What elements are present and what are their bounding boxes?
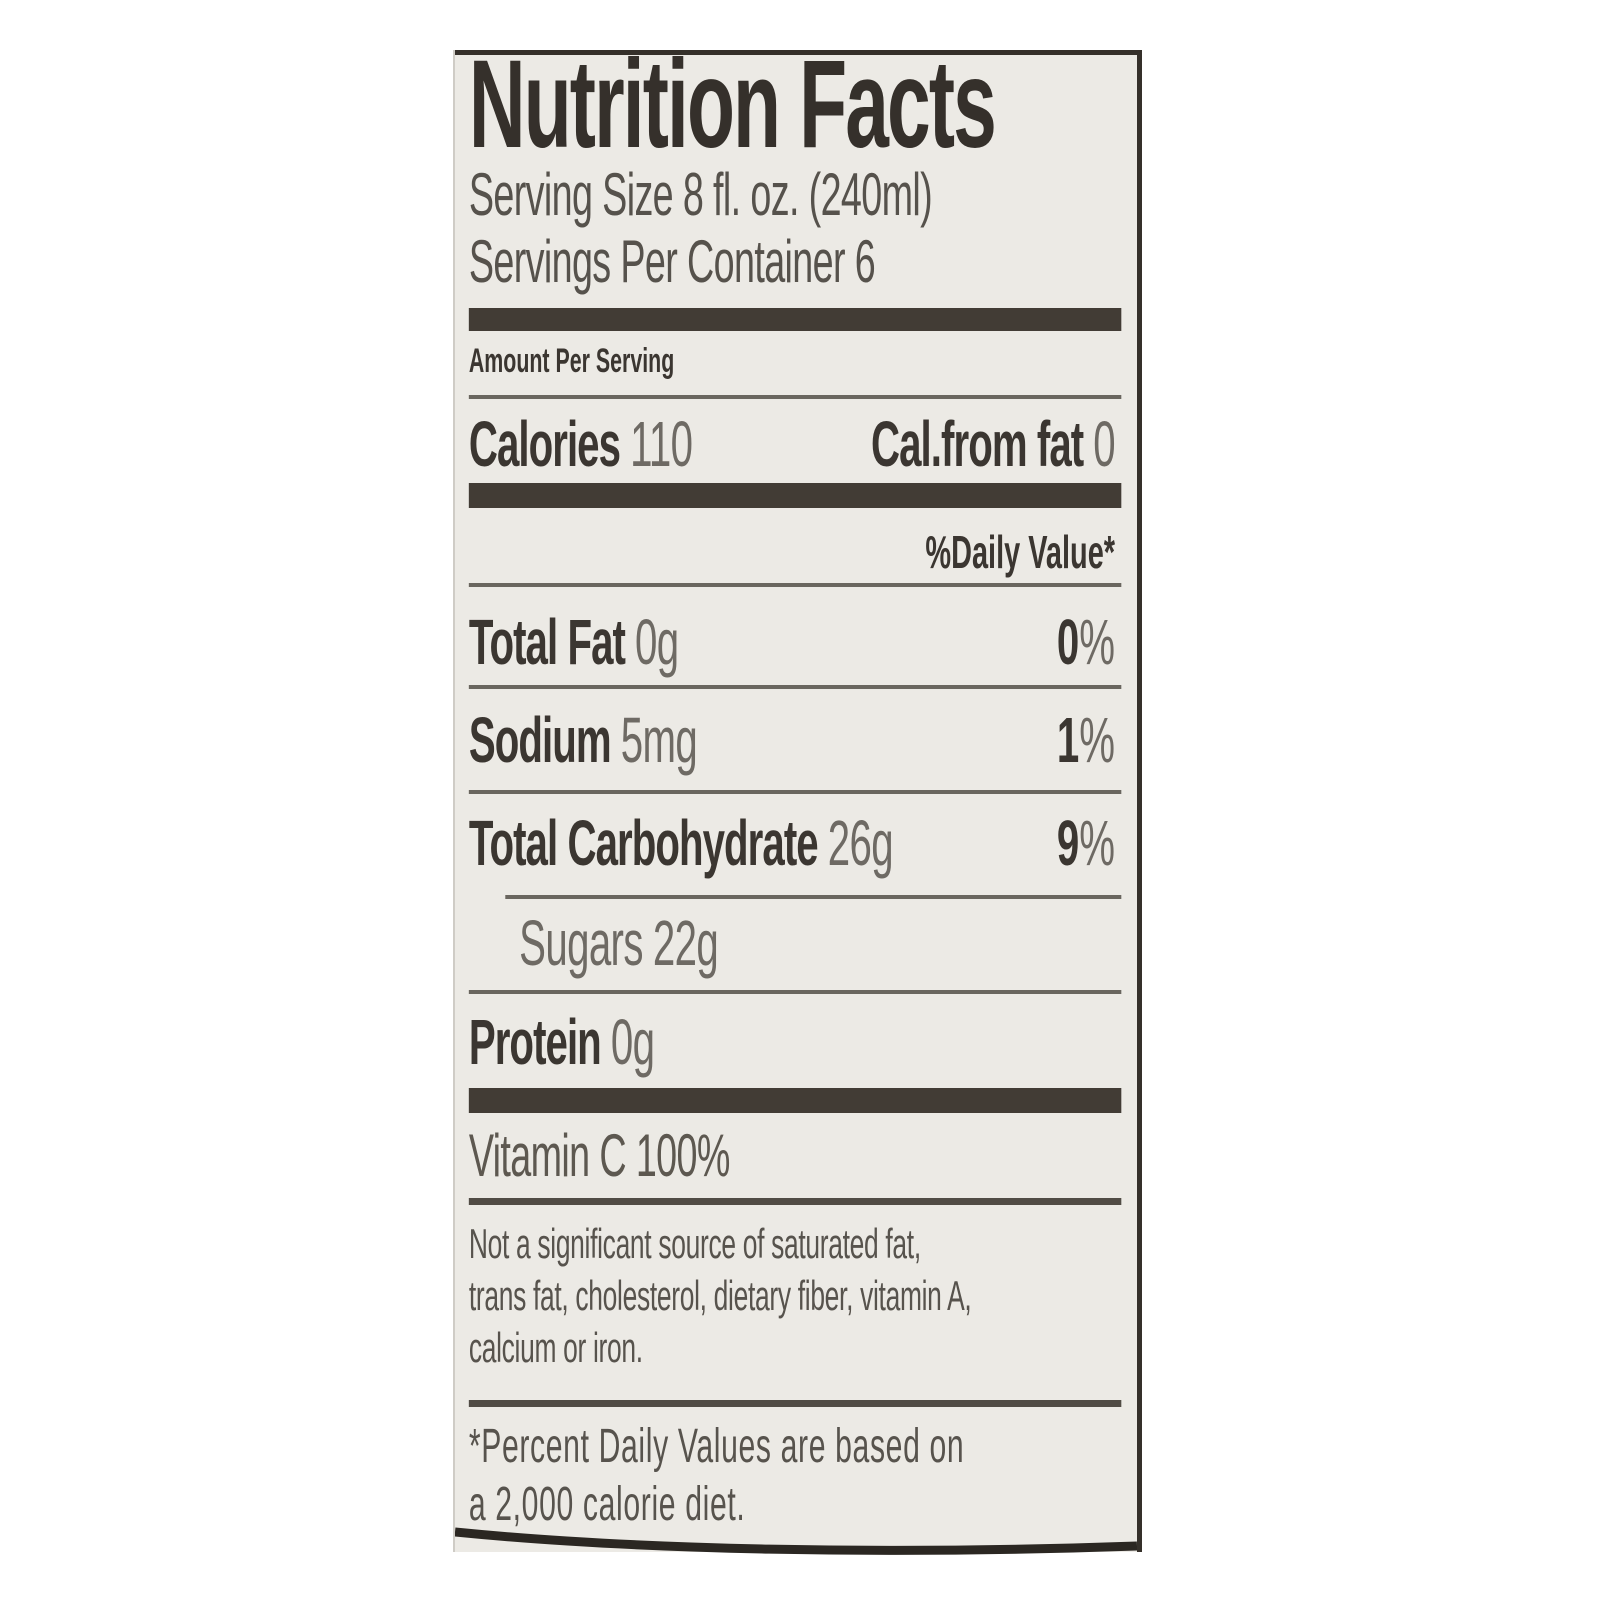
nutrient-dv-number: 1 [1056,704,1080,776]
servings-per-container-line: Servings Per Container 6 [468,228,876,295]
label-title: Nutrition Facts [468,35,997,174]
daily-value-header: %Daily Value* [925,526,1116,578]
nutrient-name: Sugars [519,907,643,979]
rule-below-daily-value-header [468,583,1122,587]
nutrient-dv-percent-sign: % [1079,606,1116,678]
note-line: trans fat, cholesterol, dietary fiber, v… [468,1272,972,1319]
serving-size-line: Serving Size 8 fl. oz. (240ml) [468,161,933,228]
nutrient-dv-percent-sign: % [1079,807,1116,879]
rule-below-sugars [468,990,1122,994]
footnote-line: *Percent Daily Values are based on [468,1420,965,1473]
nutrient-amount: 26g [827,807,894,879]
nutrient-amount: 0g [610,1006,655,1078]
nutrient-name: Total Fat [468,606,626,678]
rule-below-amount-per-serving [468,395,1122,399]
percent-daily-values-footnote: *Percent Daily Values are based on a 2,0… [469,1418,1115,1534]
rule-below-total-fat [468,685,1122,689]
nutrient-row-sodium: Sodium 5mg 1 % [469,703,1115,777]
nutrient-name: Sodium [468,704,612,776]
nutrient-dv-number: 9 [1056,807,1080,879]
cal-from-fat-value: 0 [1093,408,1116,480]
serving-info: Serving Size 8 fl. oz. (240ml) Servings … [469,161,1115,295]
rule-below-sodium [468,790,1122,794]
note-line: calcium or iron. [468,1324,643,1371]
calories-label: Calories [468,408,621,480]
divider-bar-bottom [468,1088,1122,1113]
nutrient-row-protein: Protein 0g [469,1005,1115,1079]
label-bottom-edge-curve [455,1527,1137,1555]
nutrient-row-total-carbohydrate: Total Carbohydrate 26g 9 % [469,806,1115,880]
calories-value: 110 [630,408,693,480]
nutrition-facts-label: Nutrition Facts Serving Size 8 fl. oz. (… [455,39,1142,1555]
nutrient-row-sugars: Sugars 22g [519,906,1115,980]
vitamin-c-line: Vitamin C 100% [468,1122,731,1189]
nutrient-amount: 0g [635,606,679,678]
divider-bar-top [468,308,1122,331]
nutrient-name: Total Carbohydrate [468,807,819,879]
nutrient-name: Protein [468,1006,602,1078]
nutrient-dv-percent-sign: % [1079,704,1116,776]
amount-per-serving-label: Amount Per Serving [468,342,675,380]
not-significant-source-note: Not a significant source of saturated fa… [469,1218,1115,1374]
label-content: Nutrition Facts Serving Size 8 fl. oz. (… [455,39,1137,1552]
nutrient-row-total-fat: Total Fat 0g 0 % [469,605,1115,679]
nutrient-amount: 22g [652,907,719,979]
nutrient-dv-number: 0 [1056,606,1080,678]
note-line: Not a significant source of saturated fa… [468,1220,921,1267]
calories-row: Calories 110 Cal.from fat 0 [468,407,1116,481]
footnote-line: a 2,000 calorie diet. [468,1478,746,1531]
rule-below-vitamin-c [468,1198,1122,1205]
rule-above-footnote [468,1400,1122,1407]
nutrient-amount: 5mg [620,704,698,776]
rule-indented-above-sugars [505,895,1122,899]
cal-from-fat-label: Cal.from fat [871,408,1084,480]
divider-bar-calories [468,483,1122,508]
